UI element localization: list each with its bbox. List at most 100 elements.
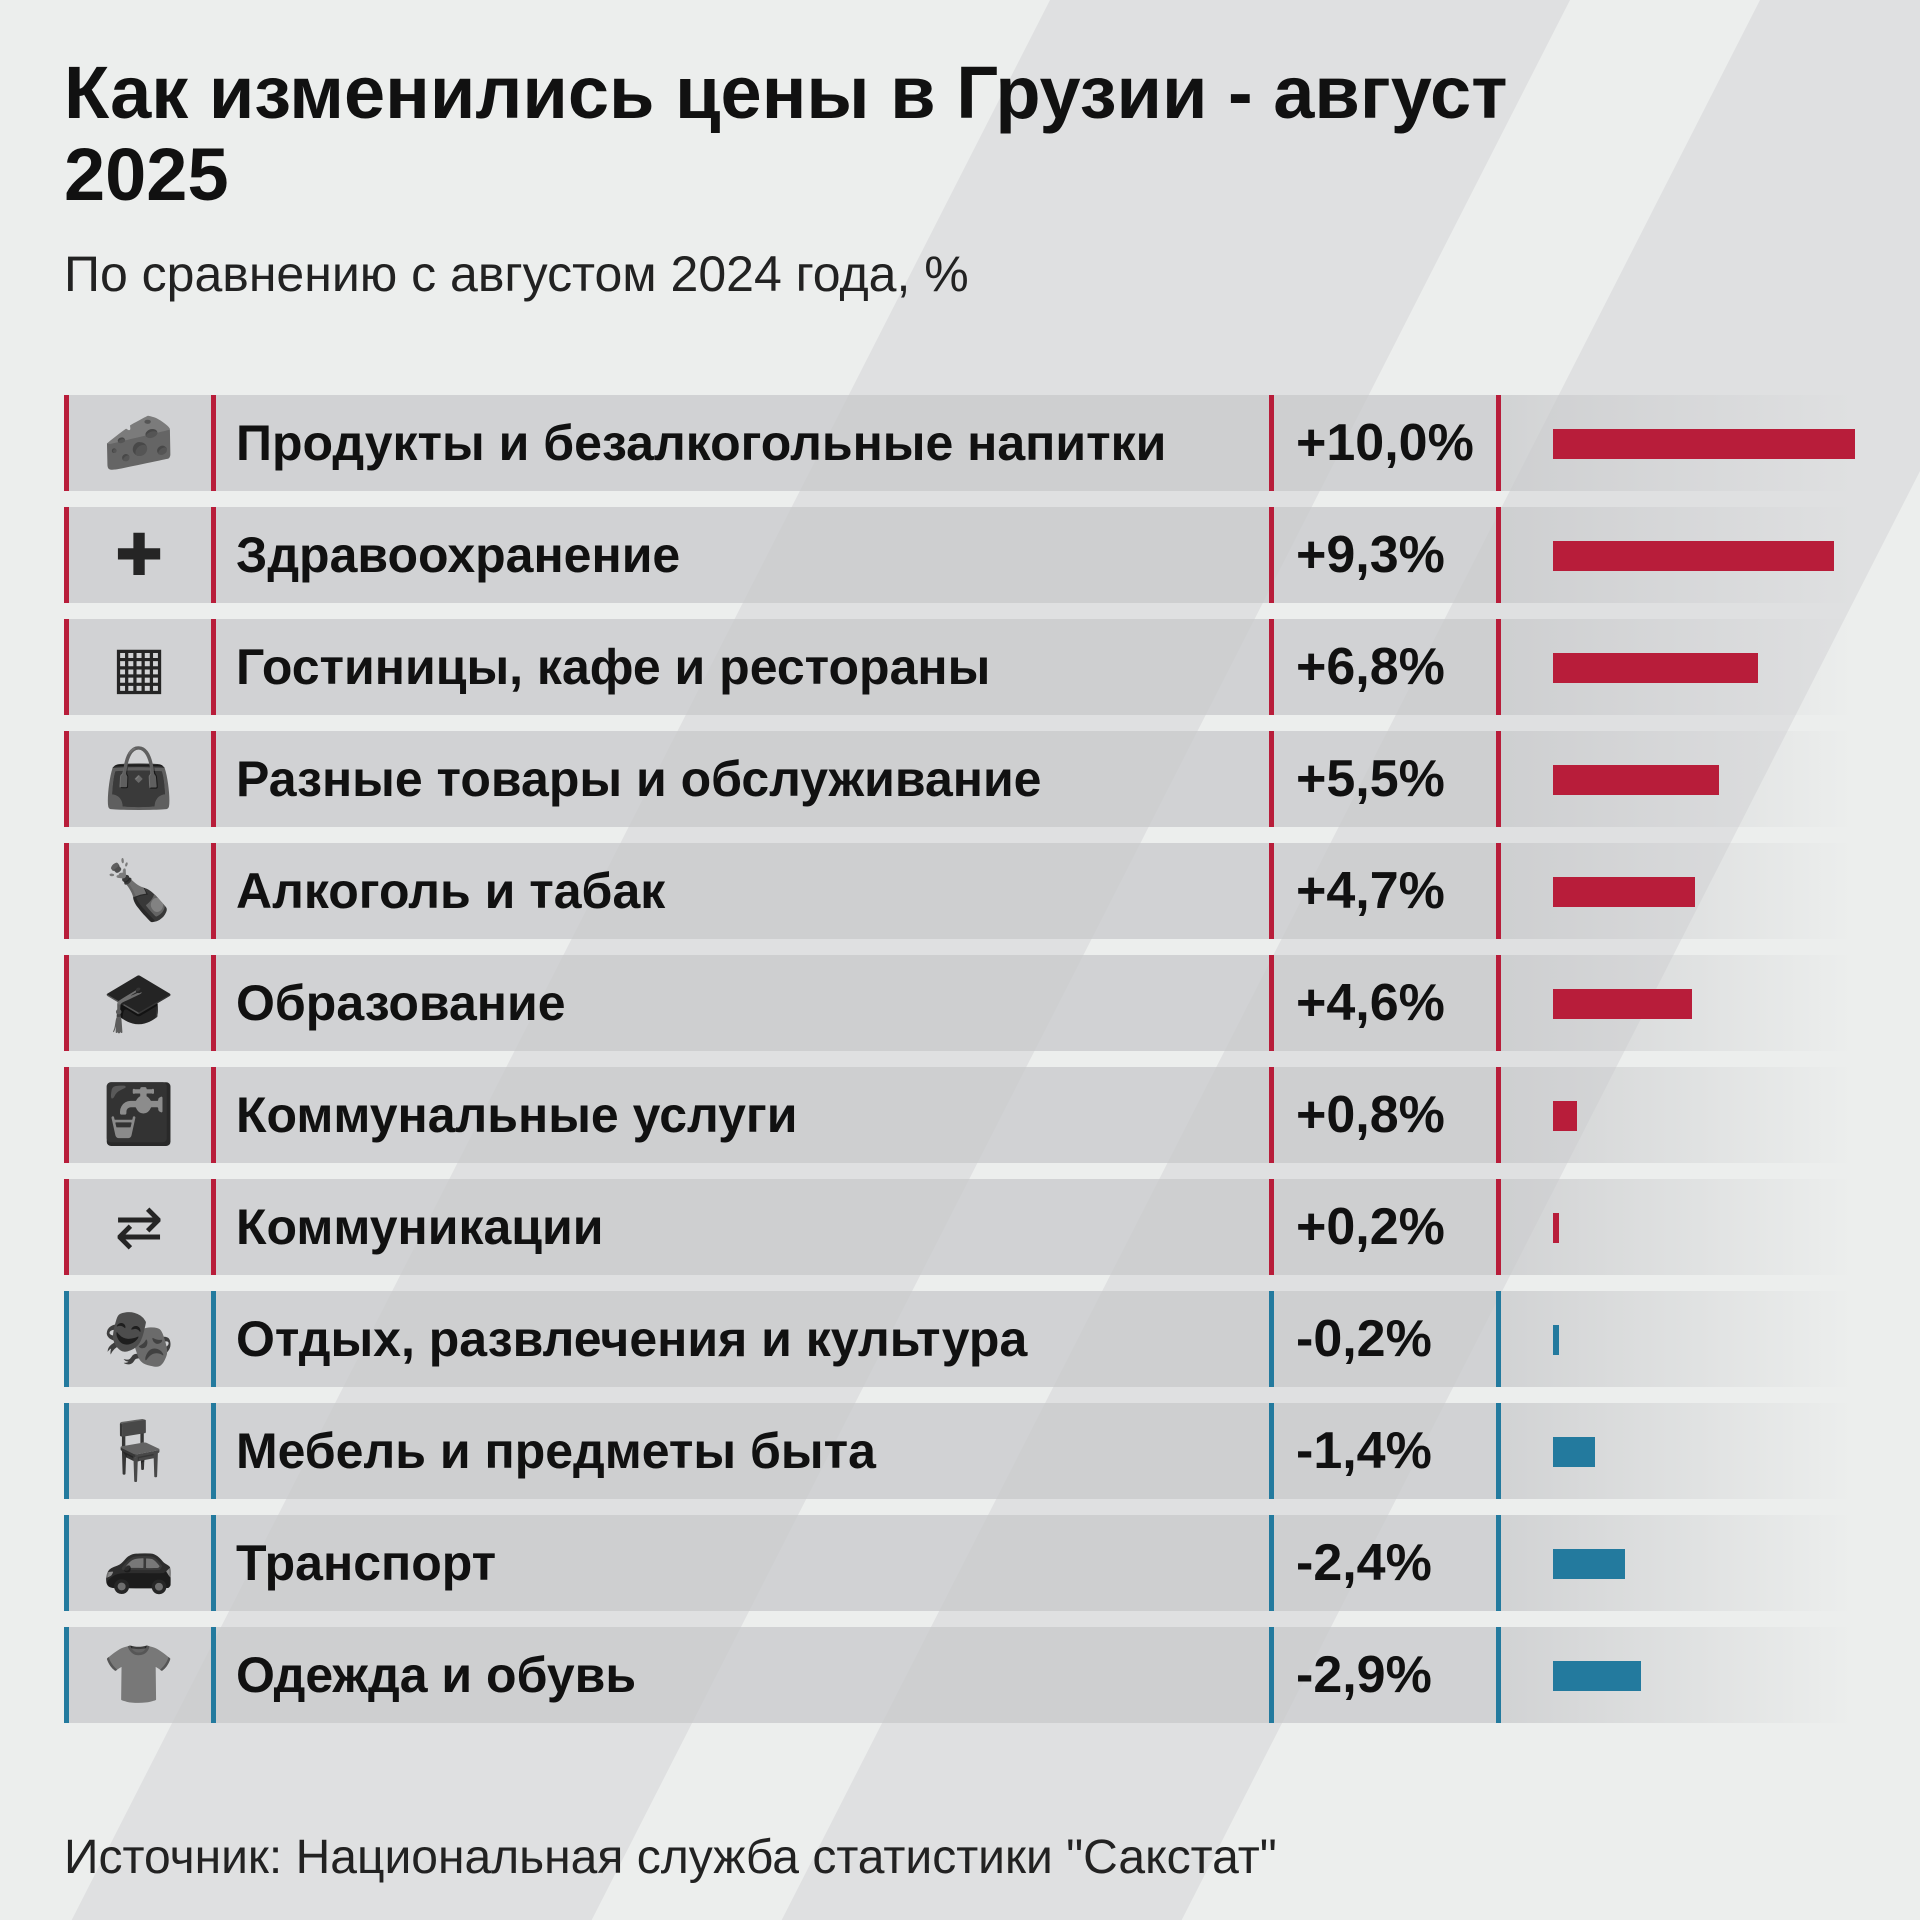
value-label: -1,4% [1296, 1422, 1432, 1480]
theater-masks-icon: 🎭 [102, 1306, 176, 1371]
row-divider [1269, 1291, 1274, 1387]
row-divider [64, 1627, 69, 1723]
row-divider [64, 507, 69, 603]
category-label: Отдых, развлечения и культура [236, 1311, 1028, 1367]
row-divider [211, 843, 216, 939]
graduate-icon: 🎓 [102, 970, 176, 1035]
value-label: +0,8% [1296, 1086, 1445, 1144]
table-row: 🎓 Образование +4,6% [64, 955, 1854, 1051]
chair-icon: 🪑 [102, 1418, 176, 1483]
row-divider [211, 619, 216, 715]
row-divider [211, 731, 216, 827]
category-label: Здравоохранение [236, 527, 681, 583]
row-divider [64, 843, 69, 939]
source: Источник: Национальная служба статистики… [64, 1831, 1277, 1884]
bar [1553, 541, 1834, 571]
row-divider [64, 1403, 69, 1499]
row-divider [64, 955, 69, 1051]
row-divider [1496, 1291, 1501, 1387]
healthcare-hand-icon: ✚ [114, 523, 164, 588]
row-divider [1496, 1067, 1501, 1163]
bar [1553, 653, 1759, 683]
category-label: Коммунальные услуги [236, 1087, 798, 1143]
row-divider [1269, 1179, 1274, 1275]
value-label: +9,3% [1296, 526, 1445, 584]
value-label: +5,5% [1296, 750, 1445, 808]
row-divider [211, 1179, 216, 1275]
row-divider [1496, 1179, 1501, 1275]
row-divider [1496, 1403, 1501, 1499]
category-label: Образование [236, 975, 566, 1031]
groceries-icon: 🧀 [102, 410, 176, 475]
row-divider [1269, 619, 1274, 715]
bar [1553, 1213, 1560, 1243]
value-label: +10,0% [1296, 414, 1474, 472]
row-divider [211, 1291, 216, 1387]
table-row: ⇄ Коммуникации +0,2% [64, 1179, 1854, 1275]
row-divider [1269, 1403, 1274, 1499]
table-row: 🚗 Транспорт -2,4% [64, 1515, 1854, 1611]
value-label: +4,6% [1296, 974, 1445, 1032]
chart-rows: 🧀 Продукты и безалкогольные напитки +10,0%… [64, 395, 1855, 1739]
row-divider [211, 507, 216, 603]
row-divider [1496, 619, 1501, 715]
row-divider [1269, 507, 1274, 603]
row-divider [1269, 1627, 1274, 1723]
table-row: ▦ Гостиницы, кафе и рестораны +6,8% [64, 619, 1854, 715]
table-row: 👜 Разные товары и обслуживание +5,5% [64, 731, 1854, 827]
row-divider [1496, 1627, 1501, 1723]
row-divider [1496, 507, 1501, 603]
value-label: +0,2% [1296, 1198, 1445, 1256]
row-divider [1269, 955, 1274, 1051]
bar [1553, 1101, 1578, 1131]
row-divider [1269, 1067, 1274, 1163]
category-label: Коммуникации [236, 1199, 604, 1255]
row-divider [64, 1179, 69, 1275]
bar [1553, 1437, 1596, 1467]
value-label: -2,9% [1296, 1646, 1432, 1704]
category-label: Мебель и предметы быта [236, 1423, 876, 1479]
row-divider [64, 395, 69, 491]
row-divider [211, 955, 216, 1051]
row-divider [1269, 731, 1274, 827]
table-row: ✚ Здравоохранение +9,3% [64, 507, 1854, 603]
value-label: -0,2% [1296, 1310, 1432, 1368]
category-label: Продукты и безалкогольные напитки [236, 415, 1167, 471]
tshirt-icon: 👕 [102, 1642, 176, 1707]
row-divider [64, 619, 69, 715]
row-divider [1496, 395, 1501, 491]
row-divider [211, 395, 216, 491]
category-label: Алкоголь и табак [236, 863, 666, 919]
row-divider [1496, 843, 1501, 939]
row-divider [64, 731, 69, 827]
category-label: Гостиницы, кафе и рестораны [236, 639, 991, 695]
table-row: 🍾 Алкоголь и табак +4,7% [64, 843, 1854, 939]
bar [1553, 1549, 1626, 1579]
car-icon: 🚗 [102, 1530, 176, 1595]
row-divider [64, 1515, 69, 1611]
bar [1553, 429, 1855, 459]
bottle-icon: 🍾 [102, 858, 176, 923]
table-row: 🧀 Продукты и безалкогольные напитки +10,0% [64, 395, 1855, 491]
table-row: 👕 Одежда и обувь -2,9% [64, 1627, 1854, 1723]
row-divider [211, 1403, 216, 1499]
value-label: +4,7% [1296, 862, 1445, 920]
row-divider [1496, 955, 1501, 1051]
subtitle: По сравнению с августом 2024 года, % [64, 246, 969, 302]
value-label: +6,8% [1296, 638, 1445, 696]
building-icon: ▦ [111, 635, 167, 700]
bar [1553, 1661, 1641, 1691]
shopping-bag-icon: 👜 [102, 746, 176, 811]
table-row: 🎭 Отдых, развлечения и культура -0,2% [64, 1291, 1854, 1387]
communication-icon: ⇄ [114, 1195, 164, 1260]
row-divider [64, 1291, 69, 1387]
page-title: Как изменились цены в Грузии - август 20… [64, 51, 1508, 216]
bar [1553, 877, 1695, 907]
bar [1553, 989, 1692, 1019]
table-row: 🪑 Мебель и предметы быта -1,4% [64, 1403, 1854, 1499]
table-row: 🚰 Коммунальные услуги +0,8% [64, 1067, 1854, 1163]
row-divider [211, 1515, 216, 1611]
category-label: Разные товары и обслуживание [236, 751, 1042, 807]
category-label: Одежда и обувь [236, 1647, 637, 1703]
faucet-icon: 🚰 [102, 1082, 176, 1147]
